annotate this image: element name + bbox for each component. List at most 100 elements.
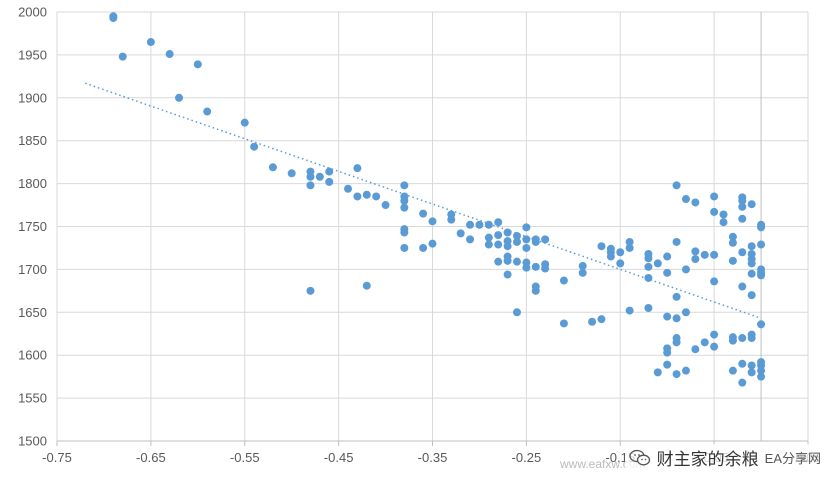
y-tick-label: 1600 <box>18 348 47 363</box>
data-point <box>400 243 409 252</box>
y-tick-label: 1550 <box>18 391 47 406</box>
data-point <box>625 243 634 252</box>
data-point <box>512 231 521 240</box>
data-point <box>728 238 737 247</box>
data-point <box>663 252 672 261</box>
data-point <box>494 231 503 240</box>
y-tick-label: 1650 <box>18 305 47 320</box>
y-tick-label: 1850 <box>18 133 47 148</box>
data-point <box>738 202 747 211</box>
data-point <box>531 286 540 295</box>
data-point <box>541 235 550 244</box>
trendline <box>84 82 762 320</box>
data-point <box>306 286 315 295</box>
data-point <box>757 320 766 329</box>
data-point <box>747 291 756 300</box>
data-point <box>306 181 315 190</box>
x-tick-label: -0.75 <box>42 450 72 465</box>
data-point <box>494 240 503 249</box>
data-point <box>616 248 625 257</box>
data-point <box>503 270 512 279</box>
data-point <box>146 38 155 47</box>
data-point <box>175 93 184 102</box>
data-point <box>250 142 259 151</box>
data-point <box>672 338 681 347</box>
data-point <box>193 60 202 69</box>
data-point <box>691 255 700 264</box>
data-point <box>372 192 381 201</box>
data-point <box>728 336 737 345</box>
data-point <box>700 338 709 347</box>
watermark-text: 财主家的余粮 <box>656 450 759 469</box>
data-point <box>597 242 606 251</box>
data-point <box>644 304 653 313</box>
x-tick-label: -0.35 <box>418 450 448 465</box>
data-point <box>503 228 512 237</box>
y-tick-label: 1900 <box>18 90 47 105</box>
data-point <box>757 271 766 280</box>
data-point <box>691 198 700 207</box>
data-point <box>419 243 428 252</box>
data-point <box>738 214 747 223</box>
data-point <box>747 361 756 370</box>
data-point <box>700 250 709 259</box>
data-point <box>484 240 493 249</box>
data-point <box>757 223 766 232</box>
data-point <box>268 163 277 172</box>
data-point <box>719 210 728 219</box>
data-point <box>531 237 540 246</box>
data-point <box>644 262 653 271</box>
data-point <box>400 203 409 212</box>
data-point <box>738 334 747 343</box>
y-tick-label: 1950 <box>18 47 47 62</box>
data-point <box>738 196 747 205</box>
data-point <box>719 218 728 227</box>
data-point <box>578 261 587 270</box>
data-point <box>738 378 747 387</box>
y-tick-label: 1700 <box>18 262 47 277</box>
y-tick-label: 1500 <box>18 434 47 449</box>
wechat-icon <box>629 449 650 465</box>
data-point <box>165 50 174 59</box>
watermark: 财主家的余粮 EA分享网 <box>624 444 825 471</box>
data-point <box>625 237 634 246</box>
data-point <box>710 250 719 259</box>
data-point <box>419 209 428 218</box>
gridlines <box>56 11 809 441</box>
data-point <box>691 345 700 354</box>
data-point <box>287 169 296 178</box>
data-point <box>466 235 475 244</box>
data-point <box>503 242 512 251</box>
data-point <box>315 172 324 181</box>
data-point <box>672 314 681 323</box>
data-point <box>672 370 681 379</box>
data-point <box>757 366 766 375</box>
watermark-brand: EA分享网 <box>764 451 821 466</box>
data-point <box>728 366 737 375</box>
data-point <box>653 368 662 377</box>
y-tick-label: 1800 <box>18 176 47 191</box>
data-point <box>559 319 568 328</box>
data-point <box>606 252 615 261</box>
data-point <box>466 220 475 229</box>
data-point <box>747 259 756 268</box>
data-point <box>531 262 540 271</box>
data-point <box>738 359 747 368</box>
data-point <box>381 201 390 210</box>
data-point <box>663 348 672 357</box>
data-point <box>663 312 672 321</box>
data-point <box>447 215 456 224</box>
data-point <box>747 334 756 343</box>
data-point <box>644 254 653 263</box>
data-point <box>644 273 653 282</box>
data-point <box>681 195 690 204</box>
data-point <box>400 196 409 205</box>
data-point <box>522 243 531 252</box>
data-point <box>663 360 672 369</box>
data-point <box>710 207 719 216</box>
data-point <box>494 218 503 227</box>
data-point <box>503 256 512 265</box>
data-point <box>522 263 531 272</box>
data-point <box>588 317 597 326</box>
